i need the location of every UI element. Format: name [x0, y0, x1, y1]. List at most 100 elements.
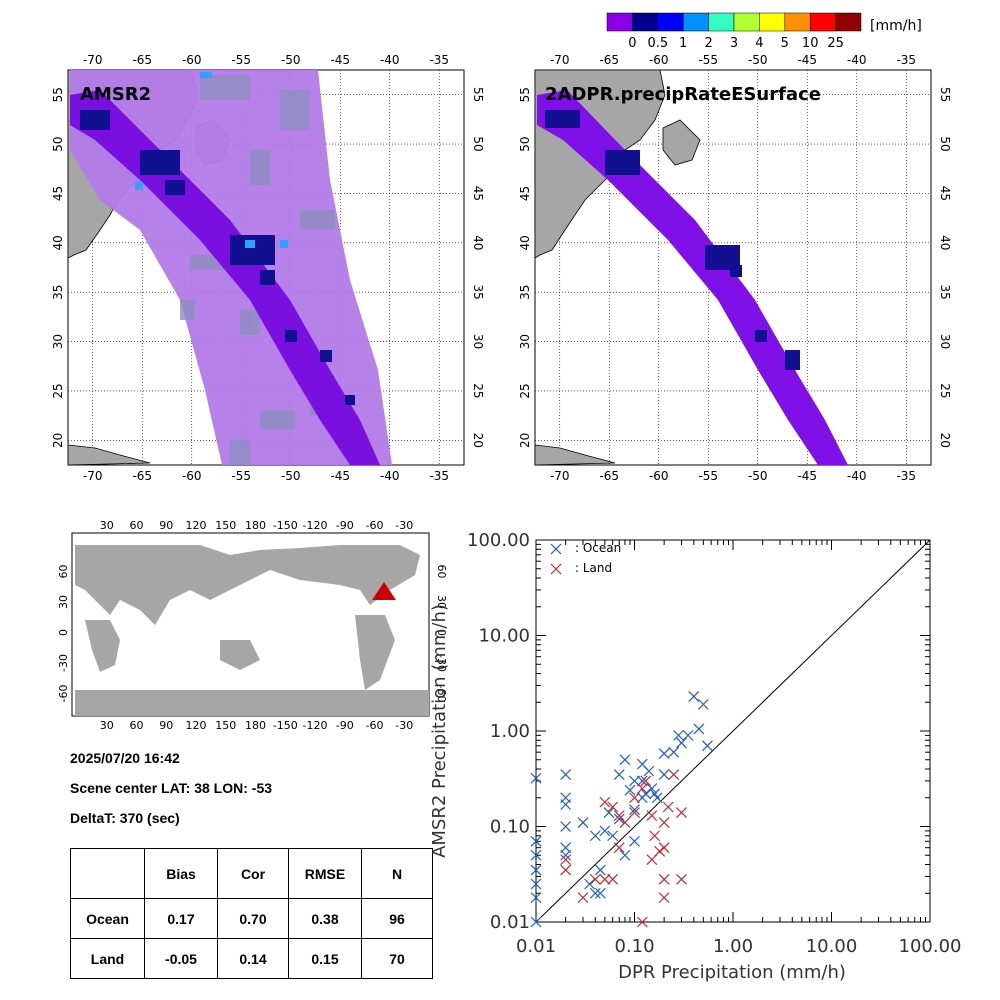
lon-tick-label: -40: [380, 53, 400, 67]
lat-tick-label: 50: [518, 136, 532, 151]
lon-tick-label: -45: [330, 469, 350, 480]
x-axis-label: DPR Precipitation (mm/h): [618, 962, 846, 983]
lon-tick-label: 120: [186, 519, 207, 532]
lon-tick-label: 30: [100, 719, 114, 732]
lat-tick-label: 25: [471, 383, 485, 398]
ocean-point: [624, 784, 636, 796]
lon-tick-label: -50: [281, 469, 301, 480]
lon-tick-label: -65: [599, 53, 619, 67]
ocean-point: [584, 878, 596, 890]
land-point: [599, 873, 611, 885]
ocean-point: [560, 769, 572, 780]
lat-tick-label: 55: [471, 87, 485, 102]
colorbar-label: 0.5: [647, 36, 668, 51]
land-point: [676, 873, 687, 885]
y-tick-label: 10.00: [478, 626, 530, 647]
ocean-point: [629, 804, 640, 816]
y-tick-label: 0.10: [490, 817, 530, 838]
y-tick-label: 1.00: [490, 721, 530, 742]
lon-tick-label: 150: [215, 519, 236, 532]
dpr-swath-map: 2ADPR.precipRateESurface -70 -70 -65 -65 -60…: [518, 53, 952, 480]
lon-tick-label: 90: [159, 519, 173, 532]
lon-tick-label: -90: [336, 519, 354, 532]
colorbar-label: 0: [628, 36, 636, 51]
colorbar-unit: [mm/h]: [870, 18, 922, 34]
lon-tick-label: -55: [231, 53, 251, 67]
lat-tick-label: 0: [435, 629, 448, 636]
ocean-point: [658, 748, 670, 760]
land-point: [640, 775, 652, 787]
amsr2-heavy-rain-patches: [80, 110, 355, 405]
colorbar-label: 5: [781, 36, 789, 51]
lon-tick-label: -45: [797, 469, 817, 480]
ocean-point: [697, 698, 709, 710]
lat-tick-label: 35: [51, 285, 65, 300]
lon-tick-label: -45: [330, 53, 350, 67]
legend-ocean-label: : Ocean: [575, 541, 621, 555]
x-tick-label: 1.00: [713, 936, 753, 957]
map-axis-ticks: -70 -70 -65 -65 -60 -60 -55 -55 -50 -50 -45 -45 -40 -…: [518, 53, 952, 480]
lon-tick-label: -55: [231, 469, 251, 480]
ocean-point: [658, 769, 670, 780]
amsr2-swath-map: AMSR2 -70-70-65-65-60-60-55-55-50-50-45-…: [51, 53, 485, 480]
colorbar-swatch: [784, 12, 811, 32]
colorbar-swatch: [606, 12, 633, 32]
land-point: [577, 892, 589, 904]
colorbar-label: 4: [755, 36, 763, 51]
lon-tick-label: 180: [245, 519, 266, 532]
lon-tick-label: -70: [550, 469, 570, 480]
lon-tick-label: -45: [797, 53, 817, 67]
ocean-point: [530, 916, 542, 928]
ocean-point: [613, 769, 625, 780]
ocean-point: [693, 723, 705, 735]
lon-tick-label: 60: [130, 719, 144, 732]
lat-tick-label: 30: [435, 595, 448, 609]
y-tick-label: 100.00: [467, 530, 530, 551]
land-point: [599, 796, 611, 808]
colorbar-swatches: [606, 12, 862, 32]
lat-tick-label: -60: [57, 685, 70, 703]
land-point: [560, 864, 572, 876]
colorbar-swatch: [733, 12, 760, 32]
lon-tick-label: -35: [896, 469, 916, 480]
ocean-point: [589, 887, 601, 899]
lat-tick-label: 55: [938, 87, 952, 102]
land-point: [613, 810, 625, 822]
lon-tick-label: 60: [130, 519, 144, 532]
lon-tick-label: -120: [303, 719, 328, 732]
ocean-point: [577, 817, 589, 828]
lat-tick-label: 40: [471, 235, 485, 250]
one-to-one-line: [535, 539, 931, 923]
lon-tick-label: -40: [847, 53, 867, 67]
ocean-point: [676, 737, 687, 749]
lon-tick-label: -30: [395, 719, 413, 732]
ocean-point: [643, 765, 655, 777]
land-caribbean: [534, 444, 616, 466]
colorbar-swatch: [632, 12, 659, 32]
land-point: [658, 842, 670, 854]
ocean-point: [560, 842, 572, 854]
lon-tick-label: -40: [847, 469, 867, 480]
world-axis-ticks: 30 30 60 60 90 90 120 120 150 150 180 180 -150 -150 -1…: [57, 519, 448, 732]
stats-bias: -0.05: [144, 938, 218, 979]
ocean-point: [560, 821, 572, 832]
x-tick-label: 100.00: [899, 936, 962, 957]
lon-tick-label: -35: [429, 469, 449, 480]
lat-tick-label: 50: [51, 136, 65, 151]
x-tick-label: 0.01: [516, 936, 556, 957]
land-island: [662, 119, 701, 166]
legend-land-marker: [550, 563, 562, 575]
lat-tick-label: 55: [51, 87, 65, 102]
stats-cor: 0.70: [217, 898, 289, 939]
land-point: [629, 807, 640, 818]
lat-tick-label: 30: [57, 595, 70, 609]
lon-tick-label: -150: [273, 519, 298, 532]
land-point: [654, 845, 666, 857]
amsr2-narrow-band: [70, 90, 380, 465]
ocean-point: [607, 830, 619, 842]
ocean-point: [636, 775, 648, 787]
ocean-point: [646, 783, 658, 794]
ocean-point: [629, 835, 640, 847]
lon-tick-label: -60: [182, 469, 202, 480]
stats-cor: 0.14: [217, 938, 289, 979]
